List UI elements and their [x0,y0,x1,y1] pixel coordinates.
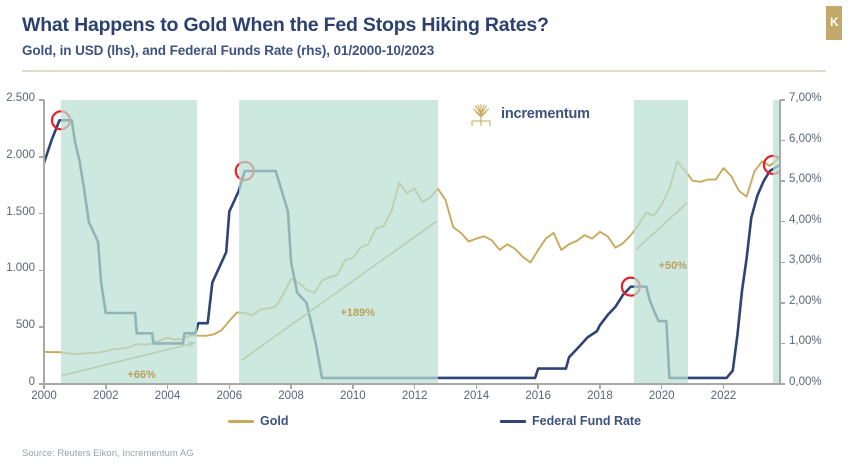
legend-swatch-gold [228,419,254,423]
hiking-pause-band-3 [633,100,688,384]
x-axis-tick [290,384,292,389]
left-axis-label: 2.500 [6,92,35,104]
left-axis-label: 1.000 [6,262,35,275]
right-axis-tick [780,99,785,101]
right-axis-label: 7,00% [789,92,822,104]
hiking-pause-band-4 [772,100,780,384]
annotation-50-pct: +50% [658,260,688,273]
right-axis-tick [780,383,785,385]
right-axis-tick [780,302,785,304]
x-axis-label: 2012 [401,390,428,402]
x-axis-tick [722,384,725,389]
x-axis-tick [105,384,107,389]
right-axis-tick [780,180,785,182]
left-axis-tick [39,212,44,215]
header-divider [22,70,826,72]
x-axis-label: 2016 [525,390,551,402]
x-axis-label: 2020 [648,390,675,402]
right-axis-tick [780,261,785,264]
right-axis-label: 4,00% [789,213,822,226]
x-axis-label: 2022 [710,390,737,402]
incrementum-logo: incrementum [468,101,590,127]
right-axis-label: 1,00% [789,335,822,348]
legend-swatch-federal-fund-rate [500,419,526,423]
left-axis-label: 0 [28,376,35,388]
annotation-66-pct: +66% [127,369,156,382]
right-axis-label: 5,00% [789,173,822,186]
left-axis-label: 1.500 [6,205,35,218]
x-axis-tick [599,384,601,389]
right-axis-label: 6,00% [789,132,822,145]
x-axis-tick [352,384,354,389]
corner-logo-badge: K [826,6,842,40]
x-axis-label: 2006 [216,390,243,402]
left-axis-tick [39,383,44,385]
right-axis-label: 0,00% [789,376,822,388]
left-axis-tick [39,326,44,328]
right-axis-tick [780,139,785,142]
legend-item-federal-fund-rate[interactable]: Federal Fund Rate [500,414,641,428]
legend-label-federal-fund-rate: Federal Fund Rate [532,414,642,428]
x-axis-label: 2004 [154,390,181,402]
left-axis-label: 500 [15,319,35,332]
right-axis-line [779,100,781,384]
chart-plot-area [44,100,780,384]
x-axis-tick [413,384,416,389]
hiking-pause-band-1 [60,100,197,384]
left-axis-tick [39,269,44,272]
corner-badge-glyph: K [830,15,839,29]
legend-item-gold[interactable]: Gold [228,414,288,428]
x-axis-label: 2008 [278,390,304,402]
left-axis-line [43,100,45,384]
right-axis-tick [780,220,785,223]
x-axis-tick [475,384,478,389]
x-axis-label: 2002 [92,390,119,402]
x-axis-tick [537,384,539,389]
x-axis-label: 2014 [463,390,490,402]
left-axis-tick [39,156,44,158]
left-axis-label: 2.000 [6,148,35,161]
source-note: Source: Reuters Eikon, Incrementum AG [22,448,194,459]
x-axis-tick [43,384,45,389]
page-title: What Happens to Gold When the Fed Stops … [22,14,549,36]
x-axis-tick [166,384,169,389]
page-subtitle: Gold, in USD (lhs), and Federal Funds Ra… [22,43,435,58]
left-axis-tick [39,99,44,101]
hiking-pause-band-2 [238,100,438,384]
x-axis-label: 2018 [587,390,613,402]
right-axis-tick [780,342,785,345]
x-axis-label: 2010 [340,390,366,402]
right-axis-label: 3,00% [789,254,822,267]
legend-label-gold: Gold [260,414,289,428]
x-axis-tick [660,384,663,389]
logo-wordmark: incrementum [501,106,590,122]
x-axis-label: 2000 [31,390,57,402]
right-axis-label: 2,00% [789,294,822,307]
tree-icon [468,101,494,127]
x-axis-line [43,383,781,385]
x-axis-tick [228,384,231,389]
chart-legend: Gold Federal Fund Rate [0,412,848,436]
annotation-189-pct: +189% [340,306,376,319]
